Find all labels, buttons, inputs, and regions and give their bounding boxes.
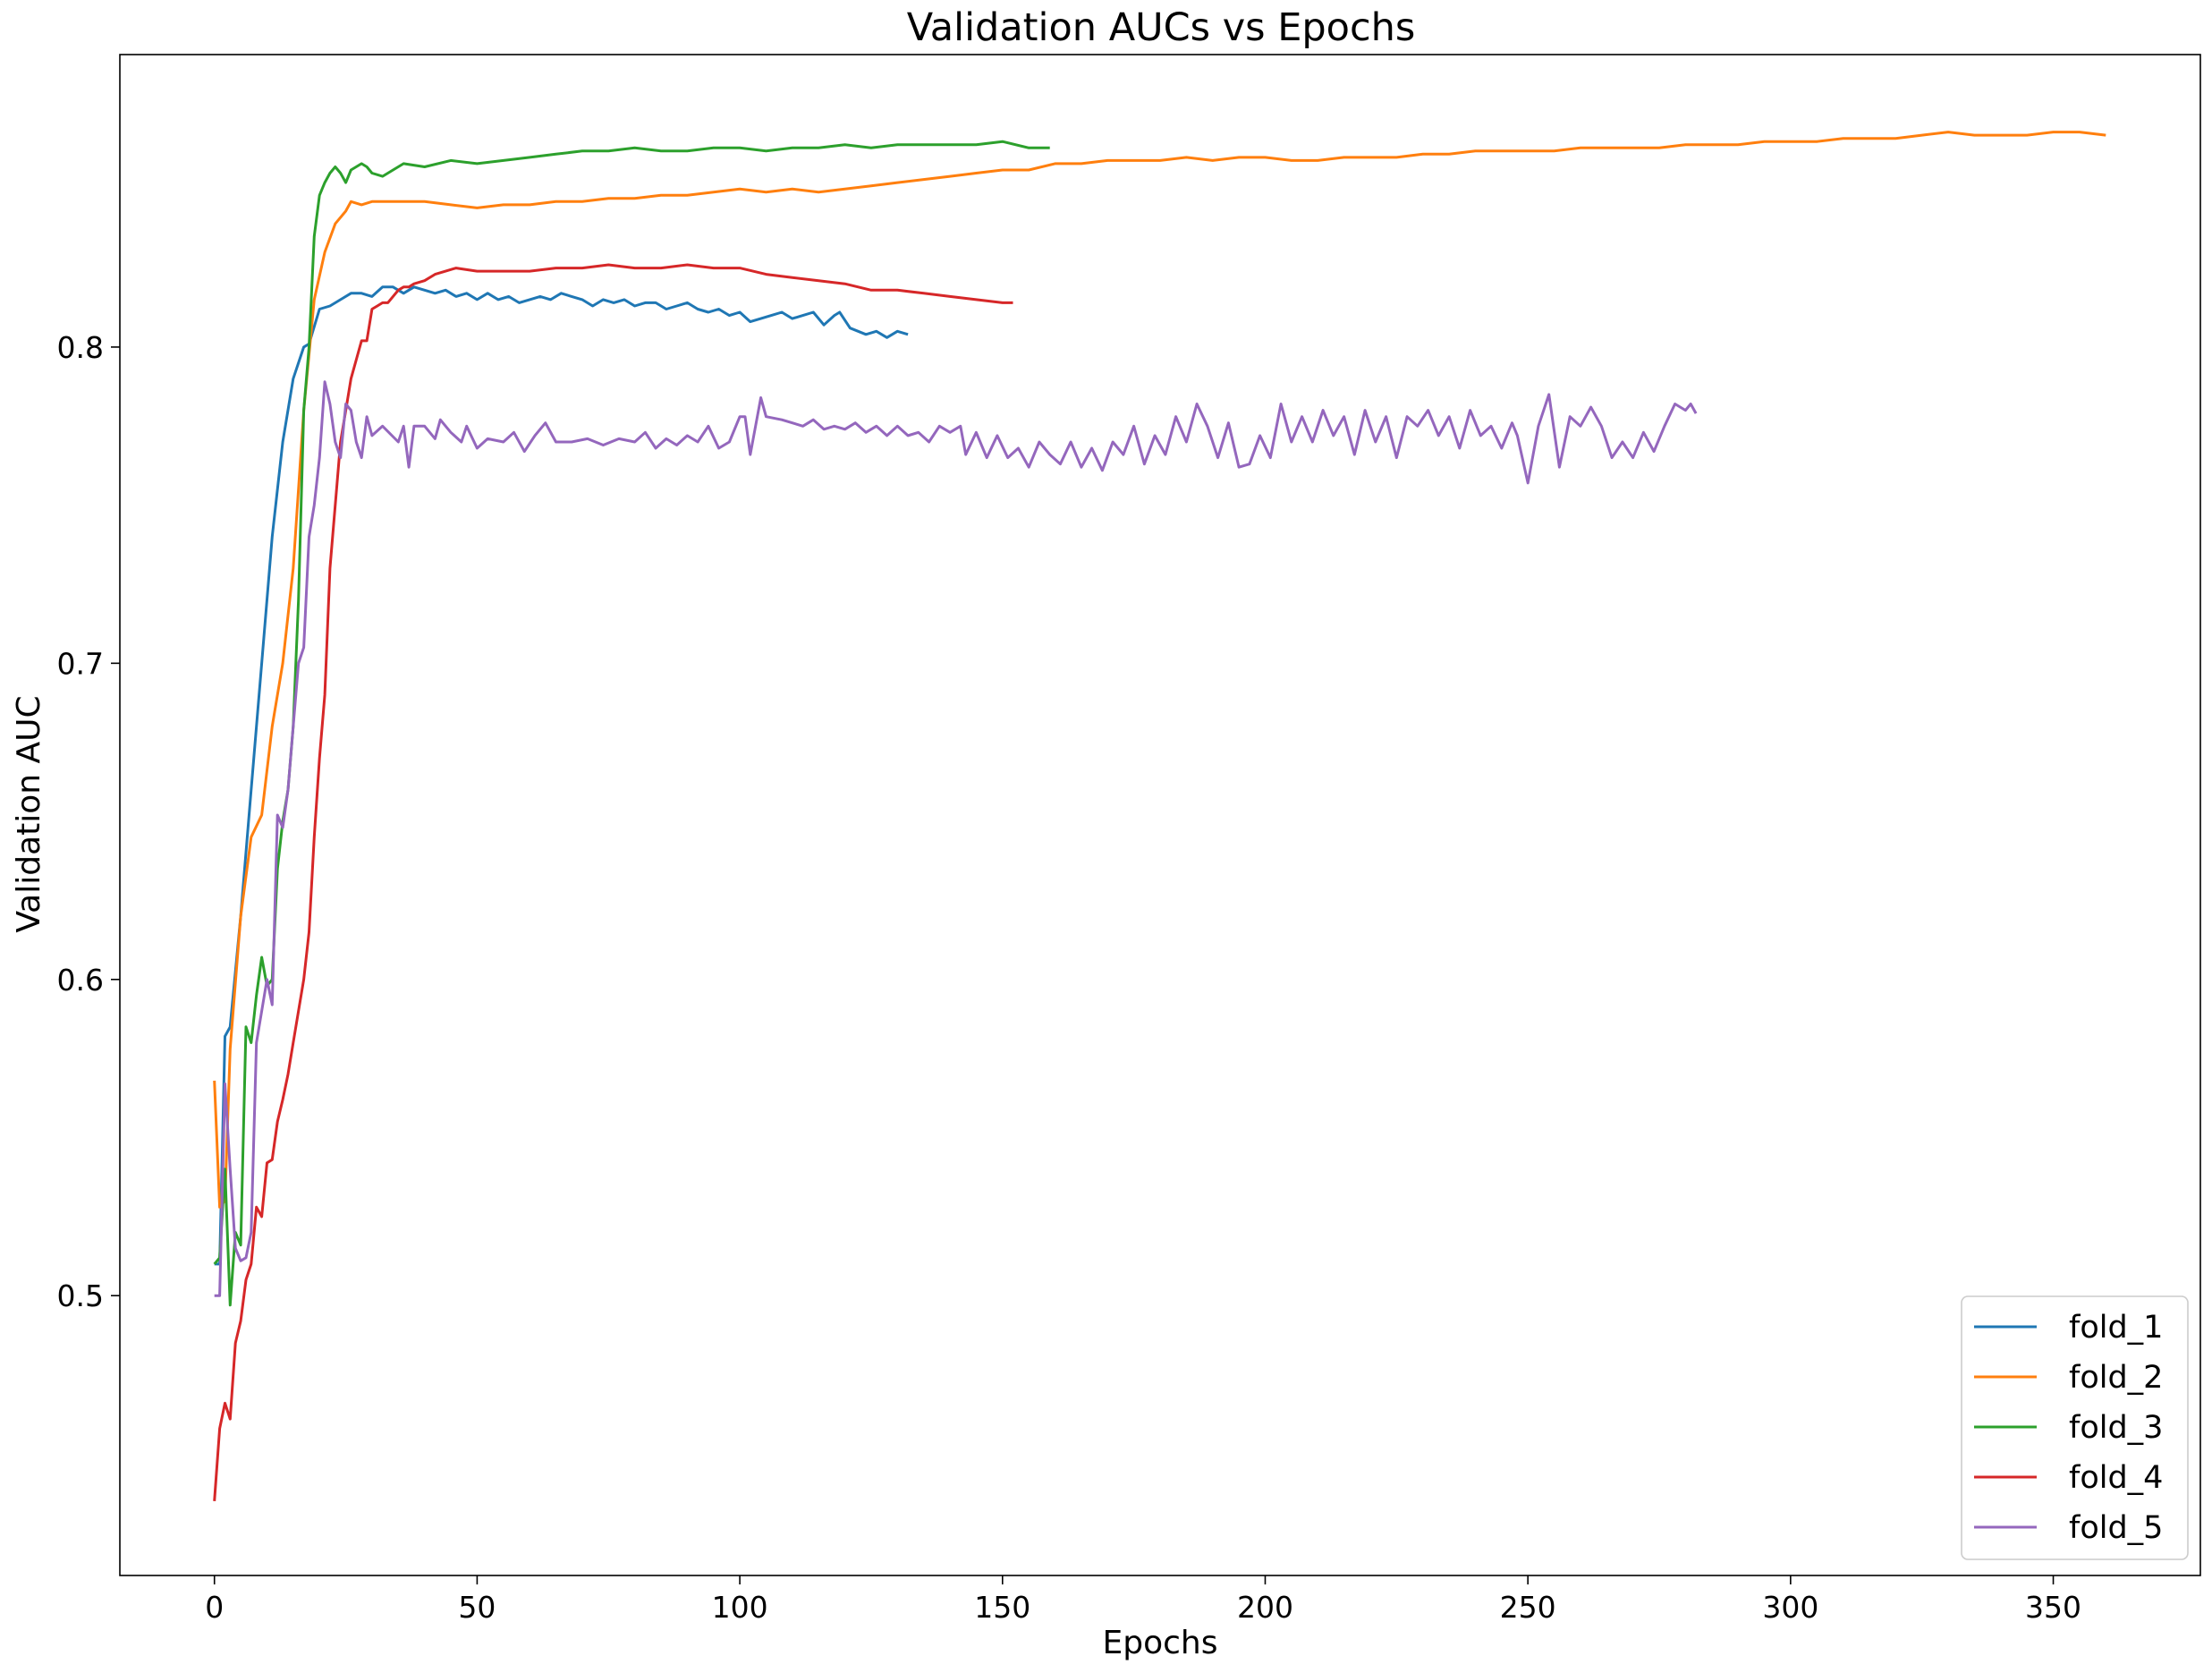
series-line-fold-5 xyxy=(214,380,1698,1297)
x-tick-label: 350 xyxy=(2025,1590,2081,1625)
x-tick-label: 250 xyxy=(1500,1590,1556,1625)
legend-label-fold-4: fold_4 xyxy=(2069,1460,2163,1496)
y-tick-label: 0.5 xyxy=(57,1278,104,1313)
chart-title: Validation AUCs vs Epochs xyxy=(907,5,1416,50)
legend-label-fold-2: fold_2 xyxy=(2069,1360,2163,1396)
legend-label-fold-1: fold_1 xyxy=(2069,1310,2163,1346)
x-tick-label: 150 xyxy=(974,1590,1030,1625)
legend: fold_1 fold_2 fold_3 fold_4 fold_5 xyxy=(1961,1295,2189,1560)
series-line-fold-2 xyxy=(213,131,2106,1209)
x-axis-label: Epochs xyxy=(1103,1625,1218,1661)
x-axis: 0 50 100 150 200 250 300 350 xyxy=(205,1575,2081,1625)
y-tick-label: 0.8 xyxy=(57,330,104,365)
y-tick-label: 0.7 xyxy=(57,646,104,681)
y-axis: 0.5 0.6 0.7 0.8 xyxy=(57,330,120,1313)
series-lines xyxy=(213,131,2106,1502)
x-tick-label: 100 xyxy=(712,1590,768,1625)
x-tick-label: 0 xyxy=(205,1590,224,1625)
series-line-fold-4 xyxy=(213,263,1013,1502)
plot-frame xyxy=(119,54,2201,1576)
y-tick-label: 0.6 xyxy=(57,963,104,998)
legend-label-fold-5: fold_5 xyxy=(2069,1510,2163,1546)
legend-entries: fold_1 fold_2 fold_3 fold_4 fold_5 xyxy=(1974,1310,2163,1546)
series-line-fold-1 xyxy=(214,285,909,1266)
legend-label-fold-3: fold_3 xyxy=(2069,1410,2163,1446)
x-tick-label: 300 xyxy=(1762,1590,1818,1625)
x-tick-label: 50 xyxy=(458,1590,496,1625)
legend-box xyxy=(1961,1295,2189,1560)
x-tick-label: 200 xyxy=(1237,1590,1293,1625)
plot-area xyxy=(119,54,2201,1576)
series-line-fold-3 xyxy=(213,140,1050,1307)
y-axis-label: Validation AUC xyxy=(11,695,47,932)
